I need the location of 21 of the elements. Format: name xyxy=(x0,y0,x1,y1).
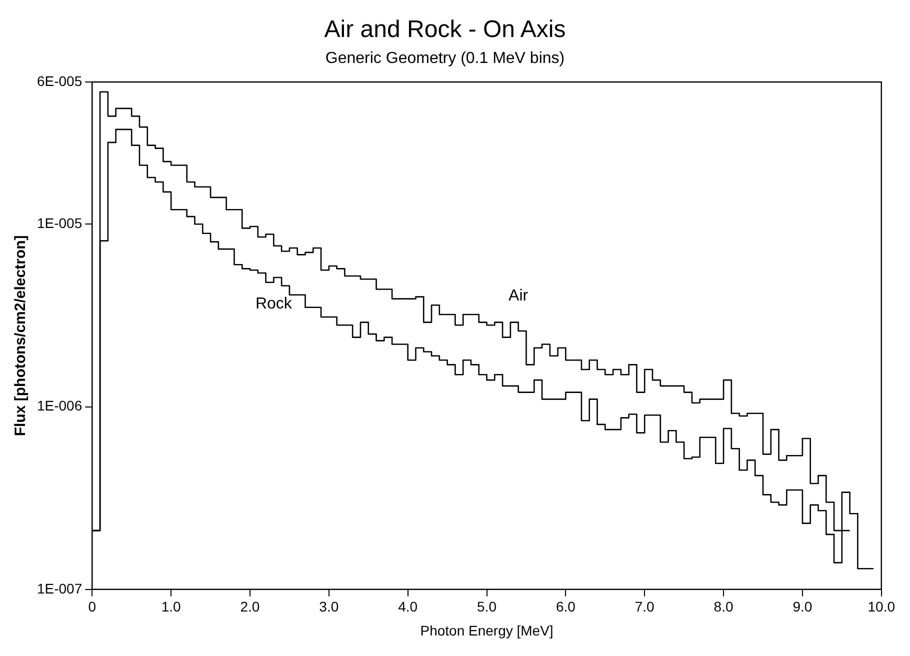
x-tick-label: 2.0 xyxy=(240,598,260,615)
chart-subtitle: Generic Geometry (0.1 MeV bins) xyxy=(325,50,565,67)
x-tick-label: 1.0 xyxy=(161,598,182,615)
x-tick-label: 8.0 xyxy=(714,598,734,615)
series-label: Air xyxy=(508,287,529,304)
x-tick-label: 7.0 xyxy=(634,598,655,615)
x-tick-label: 10.0 xyxy=(868,598,896,615)
x-tick-label: 5.0 xyxy=(477,598,497,615)
y-axis-title: Flux [photons/cm2/electron] xyxy=(12,235,30,436)
x-tick-label: 9.0 xyxy=(792,598,812,615)
x-tick-label: 6.0 xyxy=(556,598,576,615)
x-tick-label: 3.0 xyxy=(319,598,339,615)
x-tick-label: 4.0 xyxy=(398,598,418,615)
series-label: Rock xyxy=(255,295,293,312)
y-tick-label: 1E-005 xyxy=(36,214,82,231)
y-tick-label: 1E-007 xyxy=(36,580,82,596)
x-axis-title: Photon Energy [MeV] xyxy=(420,622,554,638)
chart-title: Air and Rock - On Axis xyxy=(324,16,566,44)
y-tick-label: 1E-006 xyxy=(36,398,82,414)
y-tick-label: 6E-005 xyxy=(36,72,82,89)
x-tick-label: 0 xyxy=(88,598,96,615)
